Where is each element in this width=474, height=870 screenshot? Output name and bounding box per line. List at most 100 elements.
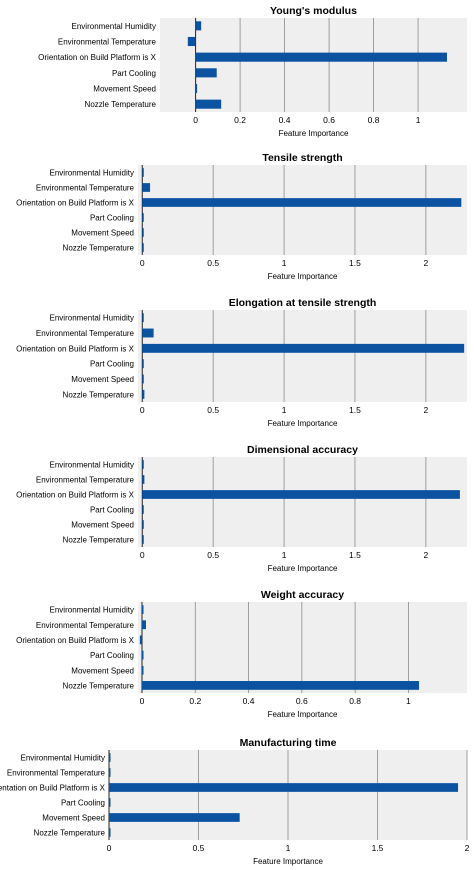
y-tick-label: Part Cooling (90, 506, 134, 515)
y-tick-label: Environmental Temperature (36, 621, 135, 630)
bar (142, 520, 144, 529)
chart-title: Young's modulus (270, 5, 357, 17)
plot-area (138, 310, 467, 402)
bar (142, 389, 145, 399)
bar (195, 99, 222, 109)
y-tick-label: Movement Speed (71, 375, 134, 384)
x-tick-label: 2 (424, 405, 429, 415)
chart-panel: 0 0.5 1 1.5 2 Dimensional accuracy Feature Imp… (16, 444, 467, 573)
chart-title: Elongation at tensile strength (229, 297, 377, 309)
y-tick-label: Environmental Humidity (72, 22, 156, 31)
chart-title: Weight accuracy (261, 589, 344, 601)
y-tick-label: Movement Speed (93, 85, 156, 94)
chart-title: Manufacturing time (240, 737, 337, 749)
y-tick-label: Orientation on Build Platform is X (38, 53, 156, 62)
y-tick-label: Movement Speed (71, 666, 134, 675)
bar (142, 313, 144, 323)
y-tick-label: Orientation on Build Platform is X (16, 344, 134, 353)
bar (142, 343, 465, 353)
x-tick-label: 1 (282, 550, 287, 560)
x-axis-label: Feature Importance (268, 564, 338, 573)
bar (195, 52, 447, 62)
y-tick-label: Nozzle Temperature (63, 536, 135, 545)
bar (109, 813, 240, 822)
y-tick-label: Part Cooling (90, 360, 134, 369)
x-tick-label: 1.5 (349, 550, 361, 560)
bar (195, 68, 217, 78)
bar (141, 665, 144, 675)
x-tick-label: 1.5 (349, 405, 361, 415)
y-tick-label: Part Cooling (61, 799, 105, 808)
x-tick-label: 0 (140, 405, 145, 415)
x-tick-label: 1 (416, 115, 421, 125)
x-axis-label: Feature Importance (268, 272, 338, 281)
y-tick-label: Movement Speed (71, 521, 134, 530)
plot-area (160, 18, 467, 112)
bar (109, 768, 111, 777)
bar (187, 36, 196, 47)
y-tick-label: Nozzle Temperature (34, 829, 106, 838)
x-tick-label: 0.5 (207, 405, 219, 415)
bar (142, 228, 144, 237)
y-tick-label: Orientation on Build Platform is X (16, 199, 134, 208)
plot-area (138, 602, 467, 693)
chart-title: Dimensional accuracy (247, 444, 358, 456)
bar (142, 535, 144, 544)
x-tick-label: 0.5 (193, 843, 205, 853)
bar (142, 213, 144, 222)
x-axis-label: Feature Importance (279, 129, 349, 138)
bar (142, 460, 144, 469)
y-tick-label: Environmental Humidity (50, 461, 134, 470)
bar (142, 490, 460, 499)
x-tick-label: 0 (140, 550, 145, 560)
bar (141, 605, 144, 614)
y-tick-label: Nozzle Temperature (63, 390, 135, 399)
bar (142, 359, 144, 369)
x-tick-label: 1.5 (349, 258, 361, 268)
y-tick-label: Orientation on Build Platform is X (16, 491, 134, 500)
bar (141, 650, 144, 660)
plot-area (138, 457, 467, 547)
bar (142, 198, 462, 207)
y-tick-label: Movement Speed (71, 229, 134, 238)
chart-panel: 0 0.2 0.4 0.6 0.8 1 Young's modulus Feature Imp… (38, 5, 467, 138)
chart-panel: 0 0.2 0.4 0.6 0.8 1 Weight accuracy Feature Imp… (16, 589, 467, 719)
y-tick-label: Orientation on Build Platform is X (16, 636, 134, 645)
plot-area (138, 165, 467, 255)
y-tick-label: Part Cooling (90, 651, 134, 660)
x-tick-label: 1 (282, 405, 287, 415)
chart-panel: 0 0.5 1 1.5 2 Elongation at tensile strength F… (16, 297, 467, 428)
x-tick-label: 2 (465, 843, 470, 853)
bar (109, 783, 459, 792)
y-tick-label: Movement Speed (42, 814, 105, 823)
x-tick-label: 2 (424, 550, 429, 560)
chart-panel: 0 0.5 1 1.5 2 Manufacturing time Feature Impor… (0, 737, 470, 866)
bar (142, 168, 144, 177)
x-tick-label: 1.5 (372, 843, 384, 853)
bar (142, 374, 144, 384)
x-axis-label: Feature Importance (253, 857, 323, 866)
x-tick-label: 0.2 (234, 115, 246, 125)
bar (109, 828, 111, 837)
y-tick-label: Environmental Humidity (50, 169, 134, 178)
x-tick-label: 0.6 (296, 696, 308, 706)
x-tick-label: 0.5 (207, 258, 219, 268)
bar (141, 681, 420, 690)
x-axis-label: Feature Importance (268, 419, 338, 428)
chart-panel: 0 0.5 1 1.5 2 Tensile strength Feature Importa… (16, 152, 467, 281)
y-tick-label: Nozzle Temperature (63, 681, 135, 690)
bar (109, 753, 111, 762)
y-tick-label: Environmental Humidity (50, 314, 134, 323)
x-tick-label: 0 (107, 843, 112, 853)
y-tick-label: Environmental Temperature (58, 38, 157, 47)
y-tick-label: Nozzle Temperature (85, 100, 157, 109)
y-tick-label: Environmental Temperature (7, 769, 106, 778)
x-tick-label: 0.6 (323, 115, 335, 125)
x-tick-label: 0 (140, 696, 145, 706)
x-tick-label: 2 (424, 258, 429, 268)
y-tick-label: Environmental Humidity (21, 754, 105, 763)
x-tick-label: 0.4 (279, 115, 291, 125)
y-tick-label: Nozzle Temperature (63, 244, 135, 253)
y-tick-label: Environmental Humidity (50, 606, 134, 615)
bar (109, 798, 111, 807)
